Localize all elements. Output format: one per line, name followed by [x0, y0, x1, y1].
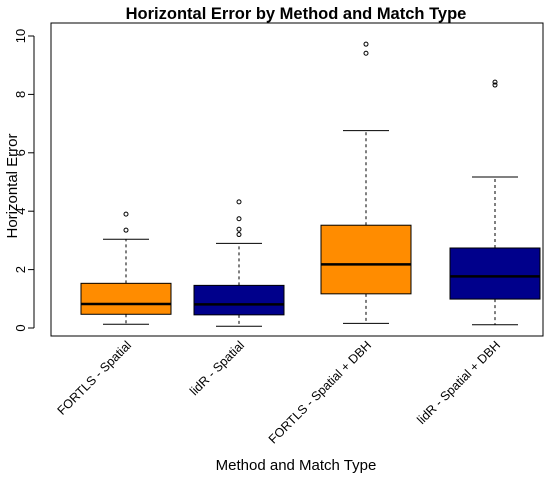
x-category-label-1: FORTLS - Spatial [55, 338, 134, 417]
outlier-point-1 [123, 227, 129, 233]
outlier-point-3 [236, 216, 242, 222]
box-2 [193, 199, 285, 327]
y-tick-label-2: 4 [13, 208, 28, 215]
x-category-label-3: FORTLS - Spatial + DBH [266, 338, 374, 446]
x-axis-category-labels: FORTLS - Spatial lidR - Spatial FORTLS - S… [55, 338, 503, 446]
box-iqr [449, 247, 541, 300]
y-axis: 0 2 4 6 8 10 [13, 29, 35, 332]
outlier-point-2 [492, 79, 498, 85]
x-category-label-4: lidR - Spatial + DBH [414, 338, 503, 427]
outlier-point-2 [123, 211, 129, 217]
box-1 [80, 211, 172, 325]
outlier-point-2 [363, 41, 369, 47]
plot-frame [50, 22, 544, 337]
y-tick-label-5: 10 [13, 29, 28, 43]
boxes-group [80, 41, 541, 327]
outlier-point-4 [236, 199, 242, 205]
box-iqr [80, 282, 172, 315]
x-category-label-2: lidR - Spatial [187, 338, 247, 398]
outlier-point-1 [363, 50, 369, 56]
y-tick-label-3: 6 [13, 149, 28, 156]
chart-title: Horizontal Error by Method and Match Typ… [126, 5, 467, 23]
box-iqr [193, 284, 285, 316]
y-tick-label-4: 8 [13, 91, 28, 98]
box-iqr [320, 224, 412, 295]
outlier-point-1 [492, 82, 498, 88]
outlier-point-1 [236, 232, 242, 238]
outlier-point-2 [236, 226, 242, 232]
box-3 [320, 41, 412, 324]
y-axis-label: Horizontal Error [4, 133, 21, 238]
x-axis-label: Method and Match Type [216, 457, 377, 474]
y-tick-label-1: 2 [13, 266, 28, 273]
box-4 [449, 79, 541, 326]
y-tick-label-0: 0 [13, 324, 28, 331]
